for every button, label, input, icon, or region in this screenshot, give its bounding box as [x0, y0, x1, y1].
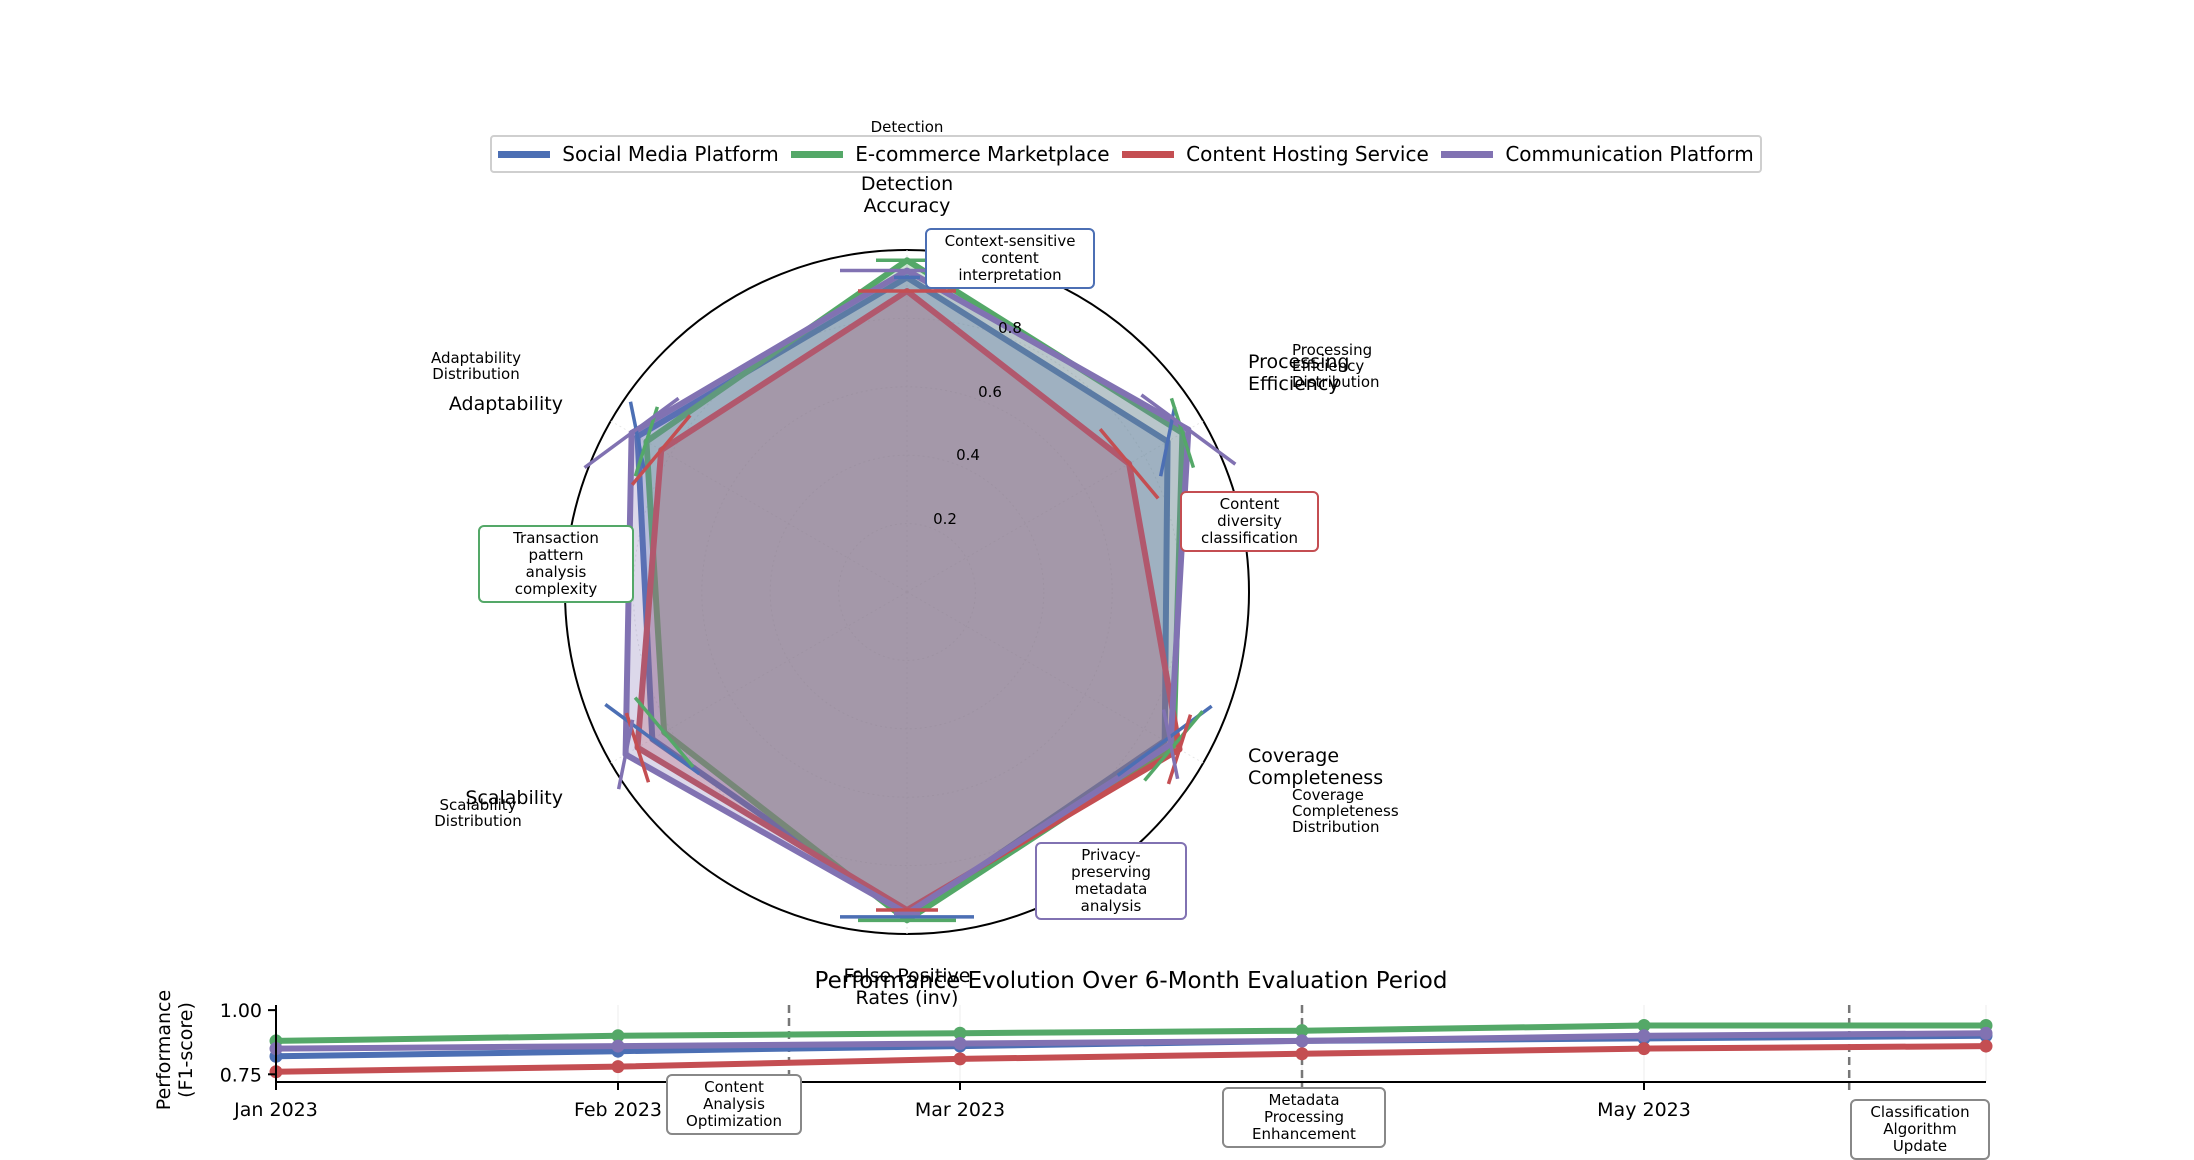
legend-swatch	[791, 150, 844, 158]
event-annotation: Classification Algorithm Update	[1850, 1099, 1990, 1160]
distribution-label: Adaptability Distribution	[431, 349, 521, 383]
x-tick-label: Jan 2023	[233, 1099, 318, 1121]
line-point	[1637, 1029, 1651, 1043]
line-point	[1295, 1034, 1309, 1048]
radar-annotation: Context-sensitive content interpretation	[925, 228, 1095, 289]
radar-axis-label: Coverage Completeness	[1248, 745, 1383, 789]
radar-axis-label: Processing Efficiency	[1248, 351, 1349, 395]
radar-annotation: Privacy-preserving metadata analysis	[1035, 842, 1187, 920]
distribution-curve	[616, 719, 635, 790]
legend-item: Communication Platform	[1441, 142, 1754, 166]
line-point	[611, 1029, 625, 1043]
radar-axis-label: Scalability	[465, 787, 563, 809]
event-annotation: Content Analysis Optimization	[666, 1074, 802, 1135]
radar-spoke	[906, 591, 1204, 764]
y-axis-label: Performance(F1-score)	[153, 990, 197, 1110]
line-point	[611, 1060, 625, 1074]
radar-grid-ring	[769, 454, 1045, 730]
y-tick-label: 0.75	[220, 1064, 262, 1086]
line-point	[1979, 1039, 1993, 1053]
legend-swatch	[1122, 150, 1175, 158]
line-series	[275, 1043, 1987, 1075]
radar-axis-label: Adaptability	[449, 393, 563, 415]
distribution-curve	[1143, 710, 1204, 782]
line-chart-title: Performance Evolution Over 6-Month Evalu…	[815, 968, 1448, 994]
radar-tick-label: 0.2	[933, 510, 957, 528]
distribution-label: Processing Efficiency Distribution	[1292, 341, 1380, 391]
distribution-curve	[1169, 397, 1196, 469]
x-tick-label: Feb 2023	[574, 1099, 662, 1121]
distribution-curve	[1140, 393, 1237, 466]
line-point	[611, 1039, 625, 1053]
line-point	[953, 1026, 967, 1040]
x-tick-label: Mar 2023	[915, 1099, 1005, 1121]
distribution-curve	[628, 401, 647, 472]
line-point	[1979, 1026, 1993, 1040]
line-series	[275, 1022, 1986, 1044]
distribution-label: Scalability Distribution	[434, 796, 522, 830]
radar-spoke	[610, 591, 908, 764]
line-point	[1637, 1019, 1651, 1033]
distribution-curve	[1161, 709, 1180, 780]
radar-spoke	[610, 420, 908, 593]
legend-swatch	[1441, 150, 1494, 158]
distribution-label: Coverage Completeness Distribution	[1292, 786, 1399, 836]
radar-tick-label: 0.4	[956, 446, 980, 464]
distribution-curve	[604, 703, 701, 776]
radar-axis-label: Detection Accuracy	[861, 173, 953, 217]
line-point	[953, 1037, 967, 1050]
radar-tick-label: 0.6	[978, 383, 1002, 401]
legend-label: Communication Platform	[1505, 142, 1754, 166]
distribution-curve	[1158, 406, 1177, 477]
radar-tick-label: 0.8	[998, 319, 1022, 337]
legend-item: Content Hosting Service	[1122, 142, 1429, 166]
line-point	[1637, 1042, 1651, 1056]
event-annotation: Metadata Processing Enhancement	[1222, 1087, 1386, 1148]
x-tick-label: May 2023	[1597, 1099, 1691, 1121]
line-point	[1295, 1024, 1309, 1038]
distribution-curve	[1166, 714, 1193, 785]
legend-swatch	[498, 150, 551, 158]
y-tick-label: 1.00	[220, 1000, 262, 1022]
legend-item: E-commerce Marketplace	[791, 142, 1110, 166]
radar-chart: 0.2 0.4 0.6 0.8 Detection Accuracy Processing E…	[431, 118, 1399, 1009]
legend-label: Social Media Platform	[562, 142, 779, 166]
radar-annotation: Transaction pattern analysis complexity	[478, 525, 634, 603]
performance-line-chart: 0.75 1.00 Jan 2023 Feb 2023 Mar 2023 May 2023…	[153, 968, 1993, 1121]
legend-item: Social Media Platform	[498, 142, 779, 166]
line-point	[1295, 1047, 1309, 1061]
legend-label: Content Hosting Service	[1186, 142, 1429, 166]
distribution-curve	[583, 396, 680, 470]
distribution-curve	[633, 696, 695, 768]
distribution-curve	[630, 414, 692, 486]
radar-spoke	[906, 420, 1204, 593]
distribution-curve	[624, 712, 651, 783]
radar-grid-ring	[838, 523, 976, 661]
line-series	[275, 1030, 1987, 1052]
line-point	[953, 1052, 967, 1066]
radar-annotation: Content diversity classification	[1180, 491, 1319, 552]
radar-axis-label: False Positive Rates (inv)	[844, 965, 971, 1009]
distribution-curve	[1098, 427, 1160, 500]
legend-label: E-commerce Marketplace	[855, 142, 1110, 166]
chart-legend: Social Media Platform E-commerce Marketpl…	[490, 135, 1762, 173]
radar-series-polygon	[622, 267, 1192, 917]
